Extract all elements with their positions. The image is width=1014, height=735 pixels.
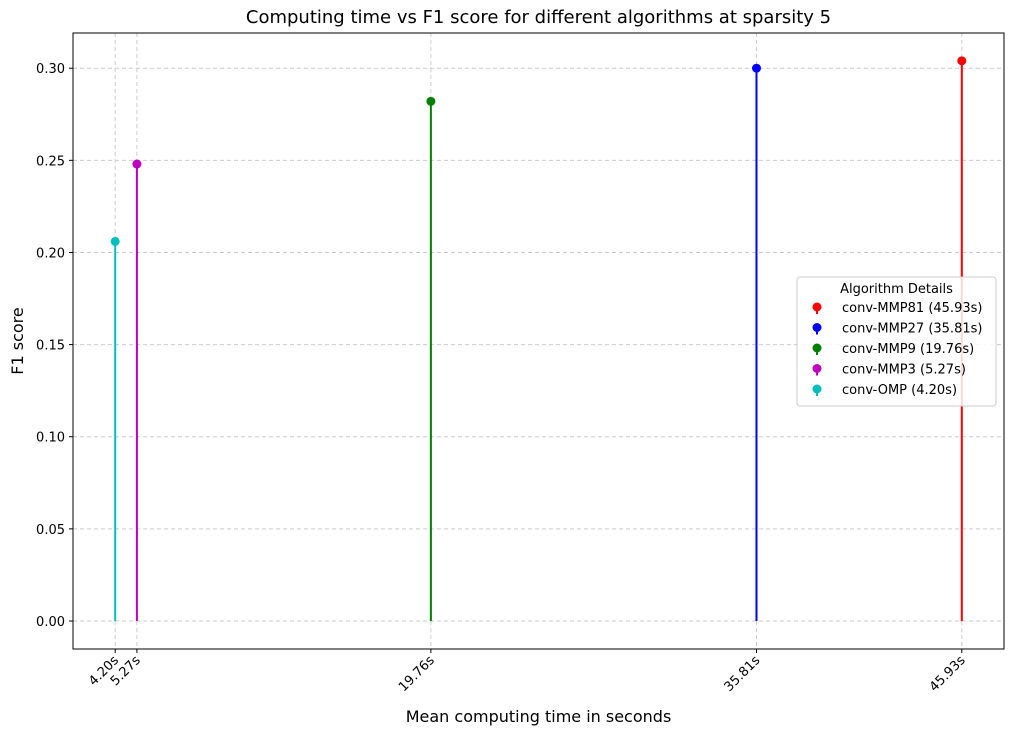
legend-marker: [812, 343, 822, 353]
legend-item: conv-MMP9 (19.76s): [812, 342, 974, 357]
legend-marker: [812, 384, 822, 394]
y-tick-label: 0.05: [36, 523, 65, 538]
legend-label: conv-OMP (4.20s): [842, 383, 957, 398]
legend-label: conv-MMP27 (35.81s): [842, 322, 982, 337]
legend-marker: [812, 364, 822, 373]
stem-series-item: [132, 159, 142, 621]
y-axis-ticks: 0.00 0.05 0.10 0.15 0.20 0.25 0.30: [36, 62, 73, 630]
legend-item: conv-MMP3 (5.27s): [812, 363, 966, 378]
legend-item: conv-MMP81 (45.93s): [812, 301, 982, 316]
stem-marker: [957, 56, 967, 66]
stem-marker: [426, 96, 436, 106]
y-tick-label: 0.15: [36, 339, 65, 354]
legend: Algorithm Details conv-MMP81 (45.93s)con…: [796, 276, 997, 407]
legend-marker: [812, 323, 822, 332]
y-tick-label: 0.20: [36, 246, 65, 261]
legend-item: conv-MMP27 (35.81s): [812, 322, 982, 337]
legend-label: conv-MMP81 (45.93s): [842, 301, 982, 316]
plot-area-frame: [72, 32, 1005, 650]
stem-marker: [132, 159, 142, 169]
legend-item: conv-OMP (4.20s): [812, 383, 957, 398]
legend-label: conv-MMP9 (19.76s): [842, 342, 974, 357]
legend-box: [796, 276, 997, 407]
y-axis-title: F1 score: [8, 307, 27, 374]
y-tick-label: 0.10: [36, 431, 65, 446]
legend-items: conv-MMP81 (45.93s) conv-MMP27 (35.81s) co…: [812, 301, 982, 398]
y-tick-label: 0.00: [36, 615, 65, 630]
chart-title: Computing time vs F1 score for different…: [246, 7, 831, 28]
legend-title: Algorithm Details: [840, 282, 953, 297]
stem-series-item: [751, 63, 761, 621]
stem-series-item: [110, 236, 120, 621]
legend-marker: [812, 302, 822, 312]
stem-series-item: [426, 96, 436, 621]
legend-label: conv-MMP3 (5.27s): [842, 363, 966, 378]
stem-marker: [110, 236, 120, 246]
x-axis-title: Mean computing time in seconds: [406, 707, 672, 726]
y-tick-label: 0.30: [36, 62, 65, 77]
stem-marker: [751, 63, 761, 73]
y-tick-label: 0.25: [36, 154, 65, 169]
